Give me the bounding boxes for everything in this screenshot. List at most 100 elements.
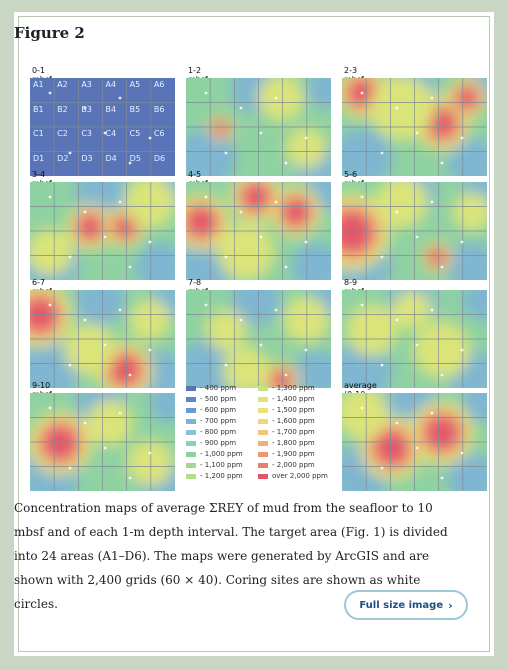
coring-site-marker: [284, 161, 288, 165]
legend-item: - 400 ppm: [186, 384, 236, 392]
coring-site-marker: [48, 91, 52, 95]
high-concentration-area: [113, 215, 137, 239]
concentration-map: [342, 182, 487, 280]
coring-site-marker: [259, 131, 263, 135]
legend-label: - 1,000 ppm: [200, 450, 243, 458]
high-concentration-area: [342, 393, 388, 439]
grid-cell-label: D6: [153, 153, 166, 163]
legend-swatch: [258, 462, 268, 468]
coring-site-marker: [415, 446, 419, 450]
figure-caption: Concentration maps of average ΣREY of mu…: [14, 501, 448, 611]
legend-item: - 700 ppm: [186, 417, 236, 425]
high-concentration-area: [186, 206, 217, 238]
legend-swatch: [186, 396, 196, 402]
coring-site-marker: [83, 106, 87, 110]
legend-label: - 500 ppm: [200, 395, 237, 403]
grid-cell-label: C6: [153, 129, 165, 138]
concentration-map: A1 A2 A3 A4 A5 A6 B1 B2 B3 B4 B5 B6 C1 C2 C3 C4 C5 C6 D1 D2…: [30, 78, 175, 176]
high-concentration-area: [129, 299, 171, 341]
grid-cell-label: B5: [129, 104, 141, 114]
high-concentration-area: [455, 86, 479, 110]
high-concentration-area: [285, 127, 327, 169]
low-concentration-area: [447, 242, 487, 280]
coring-site-marker: [103, 131, 107, 135]
legend-item: - 1,500 ppm: [258, 406, 315, 414]
legend-item: - 1,600 ppm: [258, 417, 315, 425]
legend-swatch: [258, 440, 268, 446]
high-concentration-area: [452, 192, 487, 232]
legend-item: - 900 ppm: [186, 439, 236, 447]
legend-item: - 1,400 ppm: [258, 395, 315, 403]
high-concentration-area: [42, 425, 78, 461]
coring-site-marker: [128, 161, 132, 165]
grid-cell-label: B1: [33, 104, 44, 114]
coring-site-marker: [48, 303, 52, 307]
coring-site-marker: [430, 96, 434, 100]
coring-site-marker: [440, 373, 444, 377]
coring-site-marker: [148, 240, 152, 244]
high-concentration-area: [77, 214, 103, 240]
high-concentration-area: [282, 296, 330, 344]
legend-label: - 1,400 ppm: [272, 395, 315, 403]
grid-cell-label: D2: [57, 153, 69, 163]
legend-item: - 2,000 ppm: [258, 461, 315, 469]
coring-site-marker: [460, 348, 464, 352]
coring-site-marker: [380, 466, 384, 470]
grid-cell-label: C4: [105, 129, 117, 138]
grid-cell-label: D4: [105, 153, 117, 163]
high-concentration-area: [30, 228, 74, 276]
high-concentration-area: [64, 324, 116, 376]
coring-site-marker: [83, 318, 87, 322]
legend-item: over 2,000 ppm: [258, 472, 328, 480]
map-svg: [342, 290, 487, 388]
coring-site-marker: [430, 308, 434, 312]
coring-site-marker: [48, 195, 52, 199]
legend-item: - 600 ppm: [186, 406, 236, 414]
coring-site-marker: [284, 265, 288, 269]
coring-site-marker: [460, 136, 464, 140]
coring-site-marker: [395, 106, 399, 110]
legend-swatch: [186, 440, 196, 446]
low-concentration-area: [135, 242, 175, 280]
grid-cell-label: A2: [57, 80, 68, 89]
coring-site-marker: [118, 411, 122, 415]
coring-site-marker: [360, 303, 364, 307]
coring-site-marker: [380, 151, 384, 155]
legend-label: - 2,000 ppm: [272, 461, 315, 469]
coring-site-marker: [204, 195, 208, 199]
grid-cell-label: A3: [81, 80, 92, 89]
map-svg: [342, 393, 487, 491]
coring-site-marker: [83, 210, 87, 214]
legend-label: - 1,700 ppm: [272, 428, 315, 436]
full-size-image-button[interactable]: Full size image ›: [344, 590, 468, 620]
map-svg: [30, 182, 175, 280]
low-concentration-area: [447, 453, 487, 491]
legend-label: - 1,200 ppm: [200, 472, 243, 480]
grid-cell-label: D3: [81, 153, 93, 163]
map-svg: [186, 182, 331, 280]
legend-label: - 800 ppm: [200, 428, 237, 436]
concentration-map: [30, 393, 175, 491]
legend-swatch: [186, 407, 196, 413]
coring-site-marker: [224, 255, 228, 259]
high-concentration-area: [126, 439, 174, 487]
coring-site-marker: [204, 303, 208, 307]
high-concentration-area: [413, 321, 471, 379]
legend-swatch: [186, 473, 196, 479]
legend-swatch: [186, 429, 196, 435]
high-concentration-area: [86, 399, 134, 447]
coring-site-marker: [239, 106, 243, 110]
grid-cell-label: D5: [129, 153, 141, 163]
coring-site-marker: [259, 343, 263, 347]
figure-title: Figure 2: [14, 24, 85, 42]
map-svg: [30, 78, 175, 176]
grid-cell-label: A4: [105, 80, 117, 89]
coring-site-marker: [304, 348, 308, 352]
concentration-map: [342, 393, 487, 491]
coring-site-marker: [48, 406, 52, 410]
chevron-right-icon: ›: [448, 598, 453, 612]
coring-site-marker: [460, 451, 464, 455]
legend-label: over 2,000 ppm: [272, 472, 328, 480]
coring-site-marker: [224, 363, 228, 367]
legend-swatch: [186, 385, 196, 391]
